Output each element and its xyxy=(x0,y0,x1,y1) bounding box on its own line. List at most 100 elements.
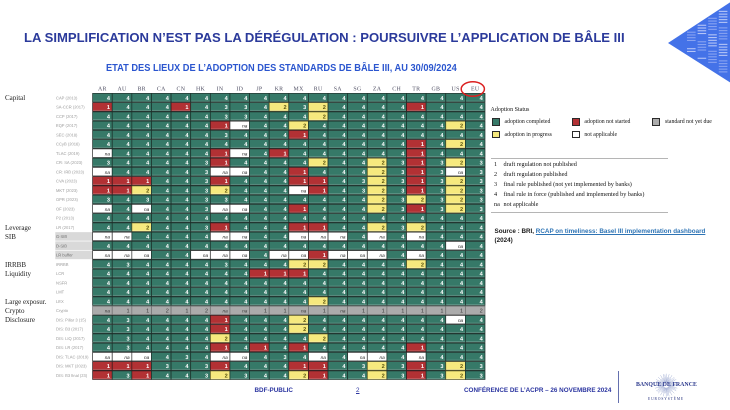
svg-text:4: 4 xyxy=(166,170,170,176)
svg-text:2: 2 xyxy=(460,373,463,379)
svg-text:1: 1 xyxy=(323,225,326,231)
svg-text:na: na xyxy=(340,309,346,314)
svg-text:4: 4 xyxy=(205,318,209,324)
svg-text:4: 4 xyxy=(362,96,366,102)
svg-text:LMT: LMT xyxy=(56,290,65,295)
svg-text:3: 3 xyxy=(225,198,228,204)
svg-text:4: 4 xyxy=(440,290,444,296)
svg-text:na: na xyxy=(360,253,366,258)
svg-text:4: 4 xyxy=(185,114,189,120)
svg-text:na: na xyxy=(223,170,229,175)
svg-text:4: 4 xyxy=(342,142,346,148)
svg-text:4: 4 xyxy=(205,114,209,120)
svg-text:4: 4 xyxy=(107,299,111,305)
svg-text:4: 4 xyxy=(382,336,386,342)
svg-text:na: na xyxy=(379,235,385,240)
svg-text:4: 4 xyxy=(185,262,189,268)
svg-text:na: na xyxy=(242,355,248,360)
svg-text:4: 4 xyxy=(323,272,327,278)
svg-text:4: 4 xyxy=(166,281,170,287)
svg-text:4: 4 xyxy=(205,216,209,222)
svg-text:4: 4 xyxy=(225,290,229,296)
svg-text:4: 4 xyxy=(185,336,189,342)
svg-text:4: 4 xyxy=(362,327,366,333)
svg-text:4: 4 xyxy=(107,327,111,333)
svg-text:4: 4 xyxy=(283,364,287,370)
svg-text:2: 2 xyxy=(205,309,208,315)
svg-text:4: 4 xyxy=(264,262,268,268)
svg-text:4: 4 xyxy=(283,318,287,324)
svg-text:4: 4 xyxy=(127,170,131,176)
svg-text:4: 4 xyxy=(440,235,444,241)
svg-text:3: 3 xyxy=(205,161,208,167)
svg-text:4: 4 xyxy=(283,216,287,222)
svg-text:1: 1 xyxy=(303,364,306,370)
svg-text:3: 3 xyxy=(146,198,149,204)
svg-text:2: 2 xyxy=(225,336,228,342)
svg-text:4: 4 xyxy=(107,272,111,278)
svg-text:4: 4 xyxy=(421,299,425,305)
svg-text:3: 3 xyxy=(401,373,404,379)
svg-text:AR: AR xyxy=(98,87,107,93)
svg-text:4: 4 xyxy=(107,216,111,222)
svg-text:1: 1 xyxy=(127,364,130,370)
svg-text:4: 4 xyxy=(205,133,209,139)
svg-text:4: 4 xyxy=(185,346,189,352)
svg-text:CAP (2013): CAP (2013) xyxy=(56,95,78,100)
svg-text:4: 4 xyxy=(166,188,170,194)
svg-text:4: 4 xyxy=(460,355,464,361)
svg-text:na: na xyxy=(203,253,209,258)
svg-text:4: 4 xyxy=(401,355,405,361)
svg-text:4: 4 xyxy=(362,105,366,111)
svg-text:1: 1 xyxy=(303,225,306,231)
svg-text:4: 4 xyxy=(440,272,444,278)
svg-text:JP: JP xyxy=(256,87,263,93)
svg-text:4: 4 xyxy=(401,142,405,148)
svg-text:4: 4 xyxy=(460,336,464,342)
svg-text:4: 4 xyxy=(107,281,111,287)
svg-text:DIS: Pillar 3 (15): DIS: Pillar 3 (15) xyxy=(56,317,87,322)
svg-text:2: 2 xyxy=(421,225,424,231)
svg-text:4: 4 xyxy=(323,281,327,287)
svg-text:1: 1 xyxy=(225,364,228,370)
svg-text:4: 4 xyxy=(264,133,268,139)
svg-text:na: na xyxy=(242,207,248,212)
svg-text:4: 4 xyxy=(127,225,131,231)
svg-text:4: 4 xyxy=(440,216,444,222)
svg-text:LR (2017): LR (2017) xyxy=(56,225,75,230)
svg-text:4: 4 xyxy=(264,105,268,111)
svg-text:4: 4 xyxy=(480,336,484,342)
svg-text:4: 4 xyxy=(440,225,444,231)
svg-text:4: 4 xyxy=(264,318,268,324)
svg-text:SEC (2018): SEC (2018) xyxy=(56,132,78,137)
svg-text:TR: TR xyxy=(412,87,420,93)
svg-text:4: 4 xyxy=(421,272,425,278)
svg-text:4: 4 xyxy=(382,105,386,111)
svg-text:1: 1 xyxy=(127,188,130,194)
svg-text:MKT (2023): MKT (2023) xyxy=(56,188,78,193)
svg-text:4: 4 xyxy=(440,281,444,287)
svg-text:4: 4 xyxy=(146,124,150,130)
svg-text:AU: AU xyxy=(117,87,127,93)
svg-text:4: 4 xyxy=(107,124,111,130)
svg-text:na: na xyxy=(223,207,229,212)
svg-text:3: 3 xyxy=(440,170,443,176)
svg-text:1: 1 xyxy=(107,179,110,185)
svg-text:4: 4 xyxy=(440,96,444,102)
svg-text:1: 1 xyxy=(303,179,306,185)
svg-text:4: 4 xyxy=(323,142,327,148)
svg-text:LCR: LCR xyxy=(56,271,64,276)
svg-text:3: 3 xyxy=(440,161,443,167)
svg-text:4: 4 xyxy=(107,96,111,102)
svg-text:na: na xyxy=(340,253,346,258)
svg-text:4: 4 xyxy=(303,151,307,157)
svg-text:4: 4 xyxy=(264,373,268,379)
svg-text:4: 4 xyxy=(146,133,150,139)
svg-text:4: 4 xyxy=(185,235,189,241)
svg-text:4: 4 xyxy=(283,142,287,148)
svg-text:D-SIB: D-SIB xyxy=(56,243,67,248)
svg-text:4: 4 xyxy=(283,235,287,241)
svg-text:2: 2 xyxy=(460,198,463,204)
svg-text:4: 4 xyxy=(166,142,170,148)
svg-text:4: 4 xyxy=(421,96,425,102)
